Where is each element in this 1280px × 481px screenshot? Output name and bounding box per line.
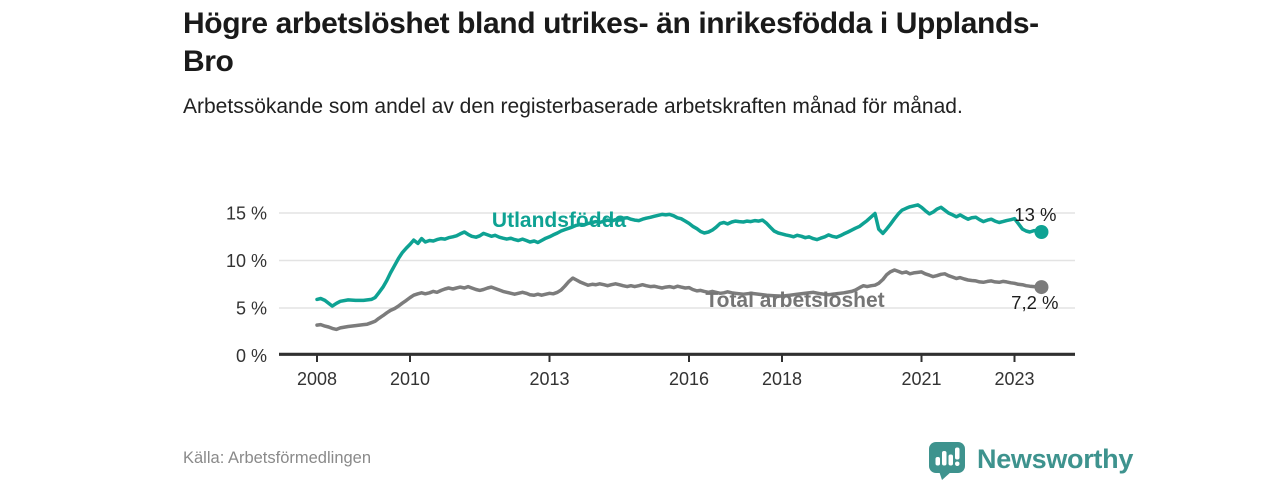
x-axis-tick-label: 2021 bbox=[901, 369, 941, 389]
end-value-annotation: 7,2 % bbox=[1011, 292, 1058, 313]
brand-logo: Newsworthy bbox=[928, 441, 1133, 481]
x-axis-tick-label: 2018 bbox=[762, 369, 802, 389]
y-axis-tick-label: 0 % bbox=[236, 346, 267, 366]
unemployment-line-chart: 0 % 5 % 10 % 15 % 2008 2010 2013 2016 2018 2021 20… bbox=[180, 185, 1120, 400]
series-label: Utlandsfödda bbox=[492, 209, 626, 232]
y-axis-tick-label: 5 % bbox=[236, 299, 267, 319]
series-end-dot bbox=[1034, 225, 1049, 239]
series-line bbox=[315, 203, 1044, 308]
chart-canvas: 0 % 5 % 10 % 15 % 2008 2010 2013 2016 2018 2021 20… bbox=[226, 203, 1075, 389]
x-axis-tick-label: 2013 bbox=[529, 369, 569, 389]
x-axis-tick-label: 2016 bbox=[669, 369, 709, 389]
brand-wordmark: Newsworthy bbox=[977, 444, 1134, 474]
chart-subtitle: Arbetssökande som andel av den registerb… bbox=[183, 95, 963, 118]
bar-chart-speech-bubble-icon bbox=[929, 442, 965, 480]
x-axis-tick-label: 2010 bbox=[390, 369, 430, 389]
series-line bbox=[315, 268, 1044, 332]
series-label: Total arbetslöshet bbox=[705, 289, 884, 312]
source-note: Källa: Arbetsförmedlingen bbox=[183, 449, 372, 467]
page-title: Högre arbetslöshet bland utrikes- än inr… bbox=[183, 7, 1039, 78]
x-axis-tick-label: 2008 bbox=[297, 369, 337, 389]
end-value-annotation: 13 % bbox=[1014, 204, 1056, 225]
x-axis-tick-label: 2023 bbox=[994, 369, 1034, 389]
y-axis-tick-label: 10 % bbox=[226, 251, 267, 271]
y-axis-tick-label: 15 % bbox=[226, 204, 267, 224]
series-end-dot bbox=[1034, 280, 1049, 295]
